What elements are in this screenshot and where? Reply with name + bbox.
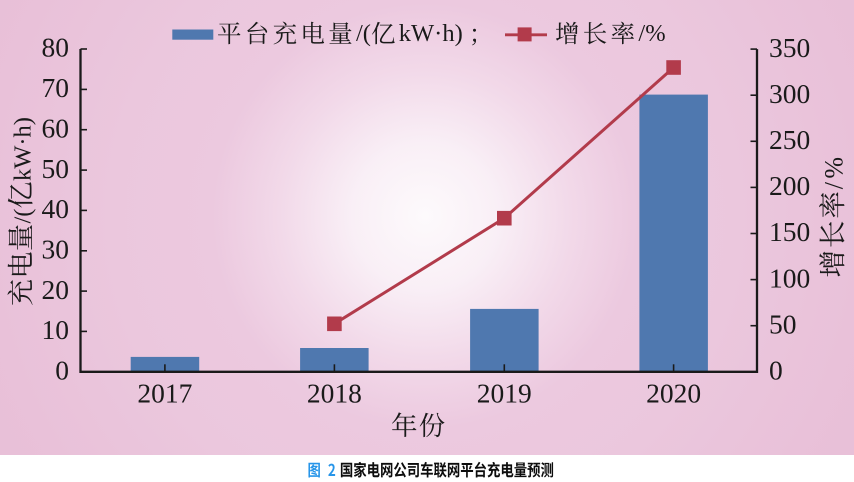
svg-text:150: 150 xyxy=(769,216,810,247)
svg-text:2019: 2019 xyxy=(477,377,532,408)
svg-text:kW·h): kW·h) xyxy=(9,117,36,181)
svg-text:100: 100 xyxy=(769,262,810,293)
svg-text:70: 70 xyxy=(42,72,70,103)
svg-text:20: 20 xyxy=(42,274,70,305)
svg-text:250: 250 xyxy=(769,124,810,155)
svg-text:kW·h): kW·h) xyxy=(399,20,463,47)
svg-text:60: 60 xyxy=(42,112,70,143)
svg-text:2018: 2018 xyxy=(307,377,362,408)
svg-text:0: 0 xyxy=(769,355,783,386)
svg-text:/%: /% xyxy=(819,154,848,190)
svg-text:200: 200 xyxy=(769,170,810,201)
svg-text:50: 50 xyxy=(769,308,797,339)
svg-text:300: 300 xyxy=(769,78,810,109)
svg-text:40: 40 xyxy=(42,193,70,224)
svg-text:50: 50 xyxy=(42,153,70,184)
svg-text:0: 0 xyxy=(55,355,69,386)
svg-text:30: 30 xyxy=(42,233,70,264)
svg-text:2017: 2017 xyxy=(137,377,192,408)
svg-text:350: 350 xyxy=(769,32,810,63)
svg-text:10: 10 xyxy=(42,314,70,345)
svg-text:/%: /% xyxy=(638,20,665,47)
svg-text:/(: /( xyxy=(9,209,36,224)
svg-text:2020: 2020 xyxy=(646,377,701,408)
svg-text:/(: /( xyxy=(356,20,371,47)
svg-text:80: 80 xyxy=(42,32,70,63)
